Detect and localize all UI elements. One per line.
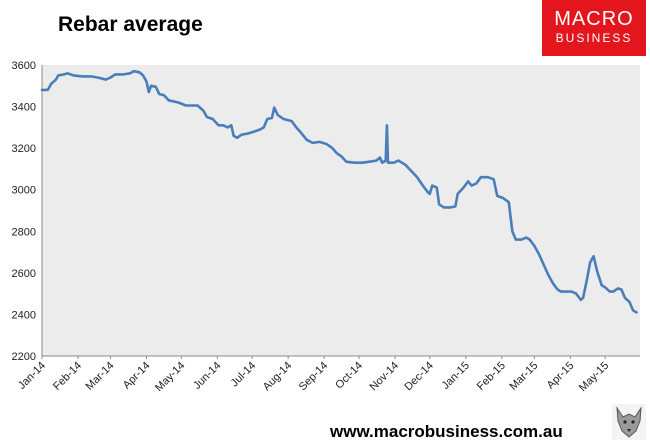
x-tick-label: Dec-14 <box>402 360 436 394</box>
x-tick-label: Jun-14 <box>191 360 223 392</box>
logo-line1: MACRO <box>554 8 634 30</box>
x-tick-label: Feb-15 <box>475 360 508 393</box>
x-tick-label: Sep-14 <box>297 360 331 394</box>
y-tick-label: 3000 <box>12 185 36 197</box>
x-tick-label: May-15 <box>577 360 611 394</box>
y-tick-label: 2200 <box>12 351 36 363</box>
x-tick-label: Oct-14 <box>333 360 365 392</box>
y-tick-label: 3600 <box>12 60 36 72</box>
rebar-price-line <box>40 69 638 314</box>
x-tick-label: Feb-14 <box>51 360 84 393</box>
macrobusiness-logo: MACRO BUSINESS <box>542 0 646 56</box>
x-axis-ticks: Jan-14 Feb-14 Mar-14 Apr-14 May-14 Jun-14 Jul-… <box>16 356 611 394</box>
logo-line2: BUSINESS <box>555 31 633 45</box>
x-tick-label: Mar-15 <box>507 360 540 393</box>
x-tick-label: Apr-15 <box>545 360 577 392</box>
y-tick-label: 2400 <box>12 309 36 321</box>
y-axis-ticks: 2200 2400 2600 2800 3000 3200 3400 3600 <box>12 60 36 363</box>
footer-url: www.macrobusiness.com.au <box>330 422 563 441</box>
x-tick-label: Jul-14 <box>229 360 259 390</box>
x-tick-label: May-14 <box>153 360 187 394</box>
y-tick-label: 2600 <box>12 268 36 280</box>
x-tick-label: Aug-14 <box>261 360 295 394</box>
y-tick-label: 3200 <box>12 143 36 155</box>
chart-title: Rebar average <box>58 13 203 36</box>
x-tick-label: Mar-14 <box>84 360 117 393</box>
plot-area <box>42 65 640 356</box>
x-tick-label: Jan-15 <box>440 360 472 392</box>
y-tick-label: 2800 <box>12 226 36 238</box>
y-tick-label: 3400 <box>12 102 36 114</box>
x-tick-label: Nov-14 <box>368 360 402 394</box>
x-tick-label: Jan-14 <box>16 360 48 392</box>
x-tick-label: Apr-14 <box>121 360 153 392</box>
wolf-icon <box>612 404 646 440</box>
